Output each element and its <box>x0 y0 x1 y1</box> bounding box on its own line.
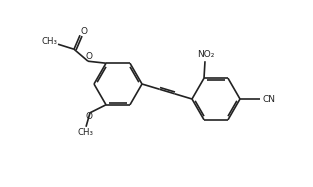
Text: CH₃: CH₃ <box>78 128 94 137</box>
Text: O: O <box>80 27 88 36</box>
Text: CH₃: CH₃ <box>41 37 57 46</box>
Text: O: O <box>85 112 93 121</box>
Text: NO₂: NO₂ <box>197 50 215 59</box>
Text: CN: CN <box>263 94 275 103</box>
Text: O: O <box>85 52 93 61</box>
